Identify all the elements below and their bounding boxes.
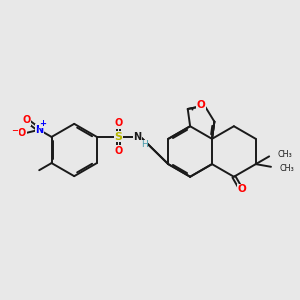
Text: CH₃: CH₃ (279, 164, 294, 173)
Text: CH₃: CH₃ (278, 150, 292, 159)
Text: N: N (35, 125, 43, 135)
Text: −: − (11, 126, 18, 135)
Text: +: + (39, 119, 46, 128)
Text: O: O (18, 128, 26, 138)
Text: O: O (237, 184, 246, 194)
Text: O: O (22, 115, 31, 125)
Text: S: S (114, 132, 122, 142)
Text: H: H (141, 140, 148, 149)
Text: O: O (114, 146, 122, 156)
Text: O: O (197, 100, 206, 110)
Text: O: O (114, 118, 122, 128)
Text: N: N (134, 132, 142, 142)
